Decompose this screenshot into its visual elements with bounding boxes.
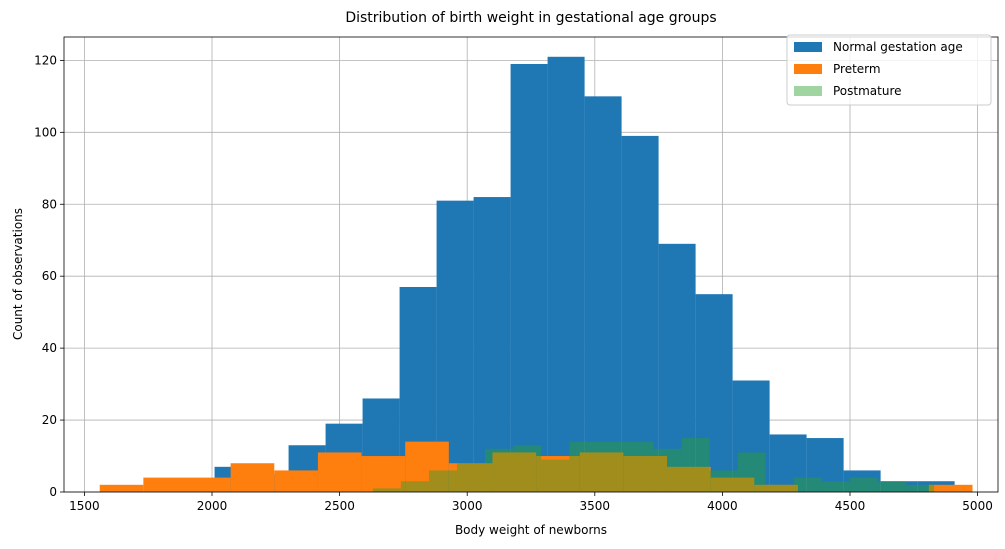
histogram-bar	[769, 434, 807, 492]
histogram-bar	[658, 243, 696, 492]
plot-frame	[63, 36, 999, 493]
histogram-bar	[99, 484, 144, 492]
histogram-bar	[428, 470, 457, 492]
histogram-bar	[541, 459, 570, 492]
histogram-bar	[400, 481, 429, 492]
y-axis-label: Count of observations	[11, 208, 25, 340]
histogram-bar	[492, 452, 537, 492]
y-tick-label: 60	[42, 269, 57, 283]
x-tick-label: 2500	[324, 499, 355, 513]
histogram-bar	[317, 452, 362, 492]
x-tick-label: 2000	[197, 499, 228, 513]
histogram-bar	[569, 441, 598, 492]
y-tick-label: 40	[42, 341, 57, 355]
histogram-bar	[754, 484, 798, 492]
x-tick-label: 4000	[707, 499, 738, 513]
legend-label: Normal gestation age	[833, 40, 963, 54]
histogram-bar	[456, 463, 486, 492]
y-tick-label: 100	[34, 125, 57, 139]
histogram-bar	[681, 438, 710, 492]
histogram-bar	[597, 441, 626, 492]
histogram-bar	[623, 456, 668, 492]
legend: Normal gestation age Preterm Postmature	[786, 34, 992, 106]
histogram-bar	[536, 456, 580, 492]
histogram-bar	[510, 63, 548, 492]
histogram-bar	[906, 484, 935, 492]
histogram-bar	[821, 481, 850, 492]
histogram-bar	[880, 481, 918, 492]
histogram-bar	[843, 470, 881, 492]
histogram-bar	[928, 484, 973, 492]
histogram-bar	[230, 463, 275, 492]
histogram-bar	[849, 477, 879, 492]
histogram-bar	[473, 197, 511, 492]
x-tick-label: 4500	[835, 499, 866, 513]
histogram-bar	[695, 294, 733, 492]
x-tick-label: 5000	[962, 499, 993, 513]
axis-ticks: 1500 2000 2500 3000 3500 4000 4500 5000 0 20 40 60 8…	[34, 53, 993, 513]
x-axis-label: Body weight of newborns	[455, 523, 607, 537]
histogram-bar	[667, 466, 711, 492]
histogram-bar	[710, 477, 755, 492]
histogram-bar	[653, 448, 682, 492]
legend-label: Postmature	[833, 84, 902, 98]
series-2	[372, 438, 935, 492]
series-1	[99, 441, 973, 492]
legend-swatch	[794, 42, 822, 52]
histogram-bar	[625, 441, 654, 492]
histogram-bar	[579, 452, 624, 492]
y-tick-label: 20	[42, 413, 57, 427]
histogram-bar	[361, 456, 406, 492]
histogram-bar	[737, 452, 766, 492]
histogram-bar	[485, 448, 514, 492]
legend-swatch	[794, 64, 822, 74]
histogram-bar	[878, 481, 907, 492]
histogram-bar	[274, 470, 318, 492]
x-tick-label: 3500	[580, 499, 611, 513]
legend-label: Preterm	[833, 62, 881, 76]
histogram-bar	[793, 477, 822, 492]
chart-title: Distribution of birth weight in gestatio…	[345, 10, 716, 26]
y-tick-label: 120	[34, 53, 57, 67]
histogram-bar	[143, 477, 188, 492]
histogram-bar	[584, 96, 622, 492]
bars	[99, 56, 973, 493]
series-0	[214, 56, 955, 493]
histogram-bar	[547, 56, 585, 493]
histogram-bar	[732, 380, 770, 492]
histogram-bar	[765, 484, 794, 492]
x-tick-label: 1500	[69, 499, 100, 513]
histogram-bar	[187, 477, 231, 492]
histogram-bar	[448, 463, 493, 492]
legend-swatch	[794, 86, 822, 96]
legend-box	[786, 34, 992, 106]
histogram-bar	[372, 488, 401, 492]
histogram-bar	[513, 445, 542, 492]
x-tick-label: 3000	[452, 499, 483, 513]
y-tick-label: 80	[42, 197, 57, 211]
histogram-bar	[621, 135, 659, 493]
histogram-bar	[405, 441, 449, 492]
histogram-bar	[806, 438, 844, 492]
y-tick-label: 0	[49, 485, 57, 499]
histogram-bar	[709, 470, 738, 492]
